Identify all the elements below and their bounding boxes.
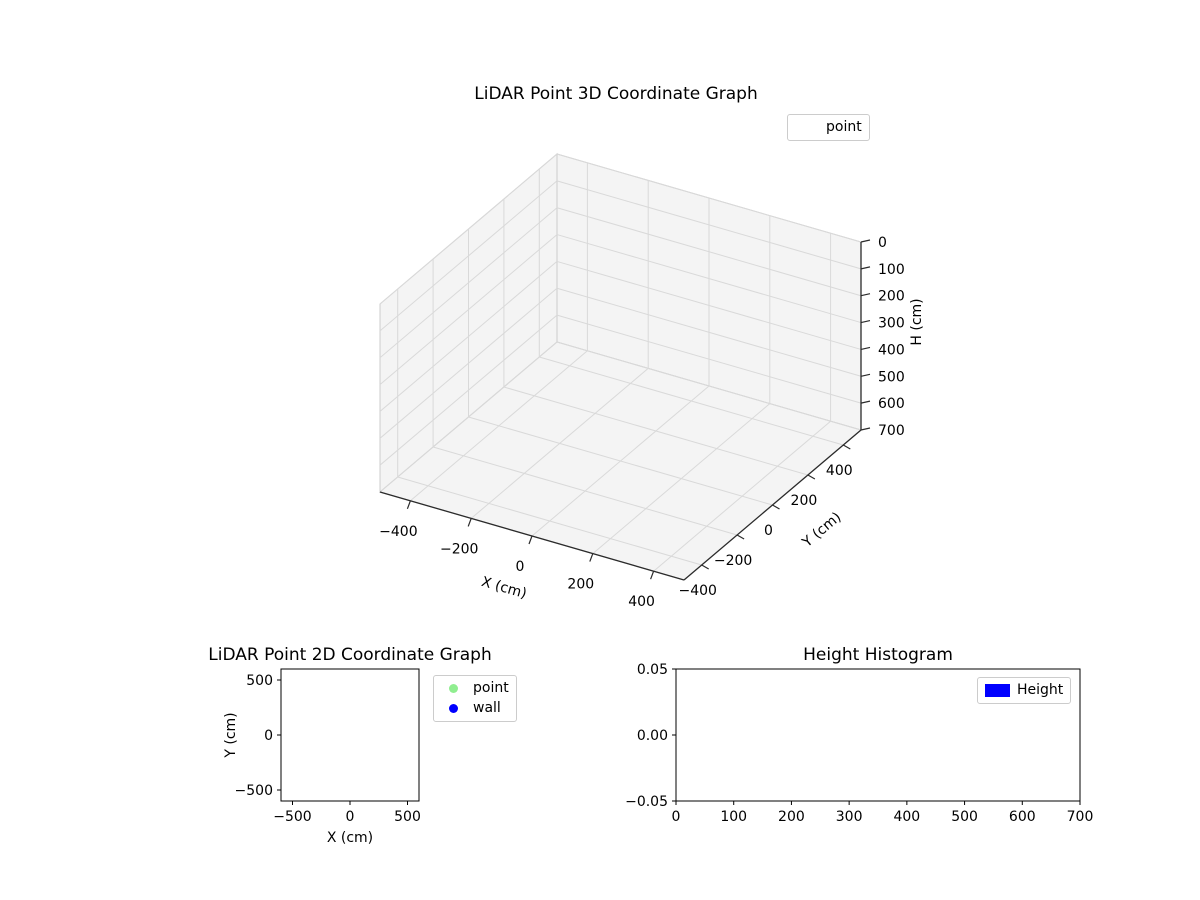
- chart-title-3d: LiDAR Point 3D Coordinate Graph: [474, 84, 758, 104]
- x-tick-label-3d: −400: [379, 524, 417, 540]
- legend-marker-point-2d: [449, 684, 458, 693]
- x-tick-3d: [589, 553, 594, 562]
- z-tick-label-3d: 400: [878, 342, 905, 358]
- legend-label-point-3d: point: [826, 119, 862, 135]
- gridline-y-3d: [432, 446, 738, 536]
- y-tick-3d: [772, 504, 780, 510]
- lidar2d-x-tick-label: 0: [346, 809, 355, 825]
- legend-row-point-3d: point: [795, 119, 862, 136]
- legend-marker-wall-2d: [449, 704, 458, 713]
- gridline-z-3d: [556, 260, 862, 350]
- z-tick-3d: [860, 239, 871, 243]
- z-tick-3d: [860, 400, 871, 404]
- gridline-z-3d: [379, 234, 558, 385]
- height-hist-x-tick-label: 500: [951, 809, 978, 825]
- y-tick-3d: [701, 564, 709, 570]
- height-hist-x-tick-label: 300: [836, 809, 863, 825]
- gridline-z-3d: [556, 234, 862, 324]
- chart-title-histogram: Height Histogram: [803, 645, 953, 665]
- y-tick-label-3d: −200: [714, 553, 752, 569]
- z-tick-3d: [860, 346, 871, 351]
- gridline-z-3d: [379, 261, 558, 412]
- height-hist-x-tick-label: 600: [1009, 809, 1036, 825]
- z-tick-label-3d: 700: [878, 423, 905, 439]
- gridline-z-3d: [379, 314, 558, 466]
- gridline-z-3d: [556, 287, 862, 377]
- legend-row-point-2d: point: [441, 680, 509, 697]
- x-tick-3d: [406, 500, 411, 510]
- chart-title-2d: LiDAR Point 2D Coordinate Graph: [208, 645, 492, 665]
- z-tick-3d: [860, 373, 871, 377]
- x-tick-label-3d: −200: [440, 541, 478, 557]
- height-hist-y-tick-label: −0.05: [625, 794, 668, 810]
- gridline-z-3d: [556, 180, 862, 270]
- lidar2d-x-tick-label: 500: [394, 809, 421, 825]
- x-tick-3d: [650, 570, 655, 580]
- z-tick-3d: [860, 427, 871, 431]
- height-hist-x-tick-label: 400: [893, 809, 920, 825]
- legend-histogram: Height: [977, 677, 1072, 704]
- gridline-y-3d: [468, 416, 773, 506]
- lidar2d-x-tick-label: −500: [273, 809, 311, 825]
- gridline-z-3d: [379, 180, 558, 332]
- height-hist-x-tick-label: 200: [778, 809, 805, 825]
- gridline-z-3d: [379, 153, 558, 305]
- gridline-y-3d: [397, 476, 702, 566]
- gridline-z-3d: [556, 153, 862, 243]
- lidar2d-y-tick-label: 0: [264, 728, 273, 744]
- z-tick-label-3d: 200: [878, 289, 905, 305]
- lidar2d-y-tick-label: −500: [235, 783, 273, 799]
- y-tick-label-3d: −400: [678, 583, 716, 599]
- x-tick-3d: [528, 535, 533, 545]
- legend-row-wall-2d: wall: [441, 700, 509, 717]
- gridline-z-3d: [556, 314, 862, 404]
- z-tick-label-3d: 300: [878, 316, 905, 332]
- gridline-z-3d: [379, 207, 558, 359]
- gridline-y-3d: [503, 386, 809, 476]
- z-tick-label-3d: 600: [878, 396, 905, 412]
- z-tick-label-3d: 100: [878, 262, 905, 278]
- legend-3d: point: [787, 114, 870, 141]
- z-axis-label-3d: H (cm): [909, 298, 925, 346]
- height-hist-x-tick-label: 0: [672, 809, 681, 825]
- y-tick-3d: [736, 534, 745, 540]
- y-tick-3d: [807, 474, 816, 480]
- x-tick-label-3d: 400: [628, 594, 655, 610]
- gridline-z-3d: [556, 207, 862, 297]
- legend-marker-height: [985, 684, 1010, 697]
- gridline-z-3d: [379, 341, 558, 493]
- legend-label-point-2d: point: [473, 680, 509, 696]
- x-axis-label-2d: X (cm): [326, 830, 374, 846]
- x-tick-label-3d: 0: [516, 559, 525, 575]
- gridline-z-3d: [556, 341, 862, 431]
- y-tick-label-3d: 400: [826, 463, 853, 479]
- legend-row-height: Height: [985, 682, 1063, 699]
- z-tick-3d: [860, 266, 871, 270]
- y-tick-3d: [843, 444, 851, 450]
- height-hist-x-tick-label: 100: [720, 809, 747, 825]
- z-tick-label-3d: 500: [878, 369, 905, 385]
- y-tick-label-3d: 0: [764, 523, 773, 539]
- lidar2d-y-tick-label: 500: [246, 673, 273, 689]
- gridline-z-3d: [379, 287, 558, 439]
- z-tick-3d: [860, 319, 871, 324]
- height-hist-y-tick-label: 0.00: [637, 728, 668, 744]
- gridline-y-3d: [539, 356, 844, 446]
- y-axis-label-2d: Y (cm): [223, 712, 239, 758]
- legend-2d: point wall: [433, 675, 517, 722]
- y-tick-label-3d: 200: [791, 493, 818, 509]
- z-tick-3d: [860, 293, 871, 297]
- x-tick-3d: [467, 518, 472, 527]
- legend-label-wall-2d: wall: [473, 700, 501, 716]
- legend-label-height: Height: [1017, 682, 1064, 698]
- x-tick-label-3d: 200: [567, 577, 594, 593]
- lidar2d-plot-area: [280, 668, 420, 802]
- z-tick-label-3d: 0: [878, 235, 887, 251]
- height-hist-y-tick-label: 0.05: [637, 662, 668, 678]
- height-hist-x-tick-label: 700: [1067, 809, 1094, 825]
- legend-marker-point-3d: [795, 122, 819, 134]
